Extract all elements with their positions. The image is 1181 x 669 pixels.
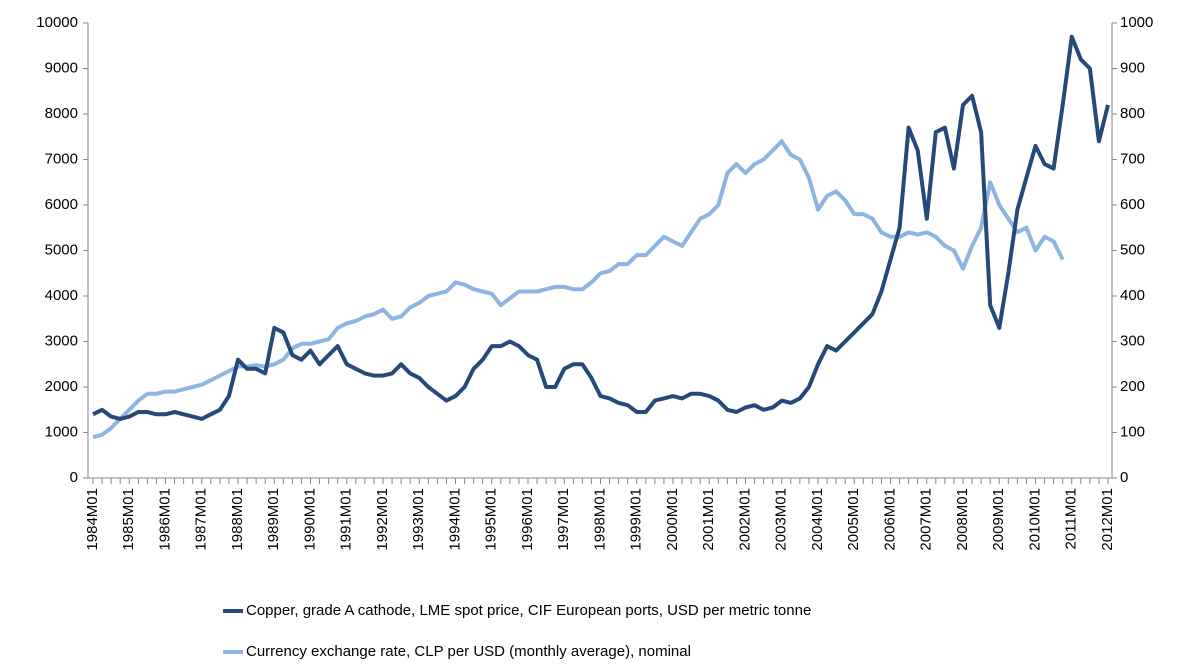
y-tick-label: 4000 [45, 287, 78, 304]
x-tick-label: 1997M01 [555, 488, 572, 551]
x-tick-label: 1987M01 [193, 488, 210, 551]
x-tick-label: 1995M01 [483, 488, 500, 551]
y-tick-label: 6000 [45, 196, 78, 213]
x-tick-label: 1990M01 [301, 488, 318, 551]
legend-label: Copper, grade A cathode, LME spot price,… [246, 602, 811, 619]
x-tick-label: 2004M01 [809, 488, 826, 551]
x-tick-label: 1992M01 [374, 488, 391, 551]
x-tick-label: 2007M01 [918, 488, 935, 551]
x-tick-label: 1999M01 [628, 488, 645, 551]
y2-tick-label: 900 [1120, 59, 1145, 76]
legend-label: Currency exchange rate, CLP per USD (mon… [246, 643, 691, 660]
x-tick-label: 2010M01 [1026, 488, 1043, 551]
x-tick-label: 2002M01 [736, 488, 753, 551]
x-tick-label: 2008M01 [954, 488, 971, 551]
y2-tick-label: 800 [1120, 105, 1145, 122]
x-tick-label: 2012M01 [1099, 488, 1116, 551]
x-tick-label: 1986M01 [156, 488, 173, 551]
x-tick-label: 2011M01 [1063, 488, 1080, 549]
x-tick-label: 2003M01 [773, 488, 790, 551]
x-tick-label: 1985M01 [120, 488, 137, 551]
x-tick-label: 2009M01 [990, 488, 1007, 551]
y-tick-label: 0 [70, 469, 78, 486]
x-tick-label: 1993M01 [410, 488, 427, 551]
y-tick-label: 8000 [45, 105, 78, 122]
y2-tick-label: 200 [1120, 378, 1145, 395]
y-tick-label: 10000 [36, 14, 78, 31]
x-tick-label: 1988M01 [229, 488, 246, 551]
y2-tick-label: 600 [1120, 196, 1145, 213]
y2-tick-label: 100 [1120, 423, 1145, 440]
x-tick-label: 2000M01 [664, 488, 681, 551]
x-tick-label: 1984M01 [84, 488, 101, 551]
y2-tick-label: 0 [1120, 469, 1128, 486]
y-tick-label: 3000 [45, 332, 78, 349]
x-tick-label: 1989M01 [265, 488, 282, 551]
y2-tick-label: 400 [1120, 287, 1145, 304]
y2-tick-label: 1000 [1120, 14, 1153, 31]
x-tick-label: 1998M01 [591, 488, 608, 551]
x-tick-label: 1994M01 [446, 488, 463, 551]
x-tick-label: 1991M01 [338, 488, 355, 551]
x-tick-label: 2001M01 [700, 488, 717, 551]
y2-tick-label: 700 [1120, 150, 1145, 167]
series-line [92, 34, 1110, 421]
x-tick-label: 1996M01 [519, 488, 536, 551]
y-tick-label: 7000 [45, 150, 78, 167]
y2-tick-label: 500 [1120, 241, 1145, 258]
y-tick-label: 9000 [45, 59, 78, 76]
series-line [92, 139, 1065, 440]
x-tick-label: 2005M01 [845, 488, 862, 551]
y-tick-label: 1000 [45, 423, 78, 440]
y-tick-label: 2000 [45, 378, 78, 395]
y2-tick-label: 300 [1120, 332, 1145, 349]
y-tick-label: 5000 [45, 241, 78, 258]
x-tick-label: 2006M01 [881, 488, 898, 551]
